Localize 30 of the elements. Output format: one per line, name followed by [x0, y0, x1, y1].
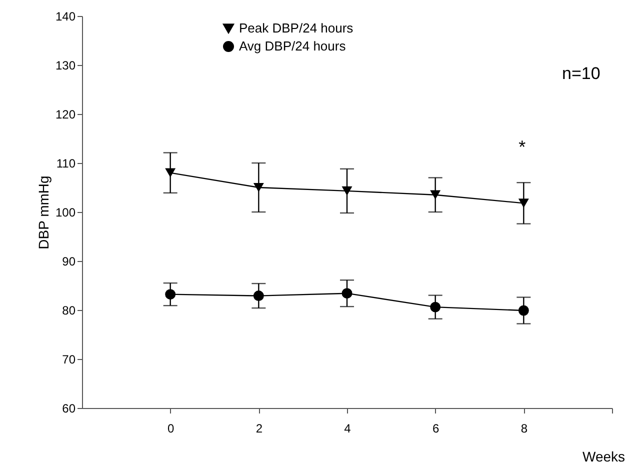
annotation: n=10	[562, 64, 600, 83]
point	[342, 288, 352, 299]
y-tick-label: 110	[56, 156, 76, 170]
x-tick-label: 2	[256, 422, 263, 436]
y-tick-label: 100	[55, 206, 76, 220]
point	[165, 289, 176, 300]
legend-label: Peak DBP/24 hours	[239, 20, 354, 36]
y-tick-label: 80	[62, 304, 76, 318]
point	[518, 198, 529, 208]
y-tick-label: 130	[55, 58, 76, 72]
y-tick-label: 90	[62, 254, 76, 268]
point	[165, 168, 176, 178]
point	[518, 305, 529, 316]
point	[253, 182, 264, 192]
point	[253, 290, 264, 302]
legend-label: Avg DBP/24 hours	[239, 38, 346, 54]
x-tick-label: 0	[167, 422, 174, 436]
y-axis-title: DBP mmHg	[35, 176, 52, 250]
point	[430, 190, 441, 200]
annotation: *	[518, 137, 526, 157]
x-axis-title: Weeks	[582, 448, 626, 464]
y-tick-label: 120	[55, 108, 76, 122]
x-tick-label: 8	[520, 422, 528, 436]
point	[342, 186, 352, 196]
y-tick-label: 70	[62, 352, 76, 366]
y-tick-label: 60	[62, 402, 76, 416]
x-tick-label: 6	[432, 422, 440, 436]
y-tick-label: 140	[55, 10, 76, 24]
x-tick-label: 4	[344, 422, 352, 436]
point	[430, 302, 441, 312]
